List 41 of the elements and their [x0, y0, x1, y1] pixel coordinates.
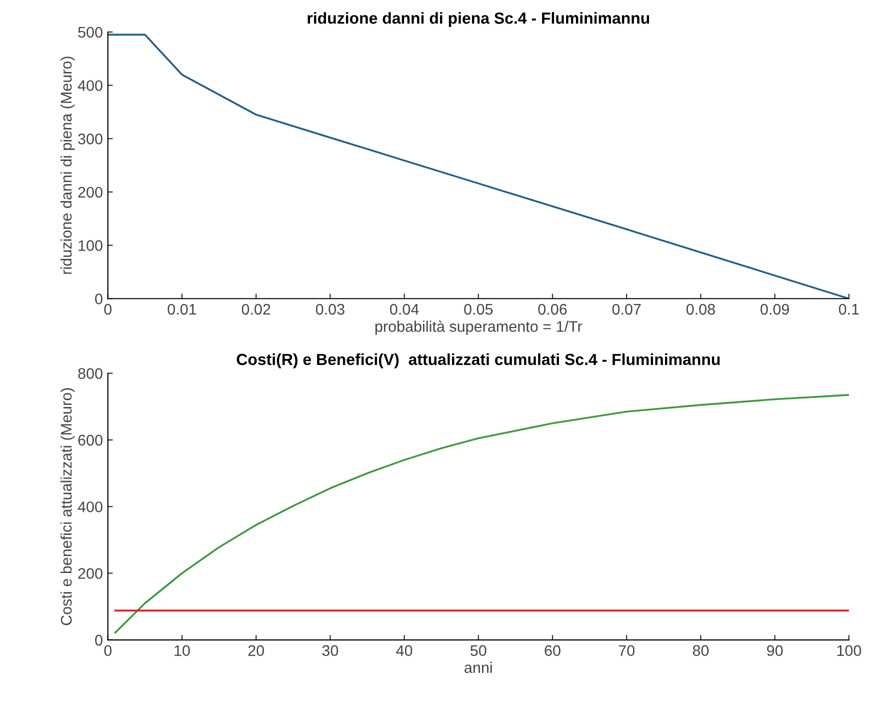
- x-tick-label: 0.07: [612, 304, 641, 315]
- x-tick-label: 0: [104, 645, 112, 656]
- x-tick-label: 0.01: [168, 304, 196, 315]
- y-tick-label: 400: [78, 80, 102, 92]
- x-tick-label: 100: [837, 645, 862, 656]
- x-tick-label: 0.03: [316, 304, 344, 315]
- x-tick-label: 0.05: [464, 304, 493, 315]
- x-axis-title: anni: [464, 662, 492, 674]
- y-axis-title: Costi e benefici attualizzati (Meuro): [60, 388, 75, 626]
- x-tick-label: 40: [396, 645, 412, 656]
- x-tick-label: 0.04: [390, 304, 419, 315]
- x-tick-label: 0.09: [760, 304, 789, 315]
- x-tick-label: 10: [174, 645, 190, 656]
- y-tick-label: 500: [78, 26, 102, 38]
- x-tick-label: 50: [470, 645, 486, 656]
- line-series: [114, 394, 849, 634]
- x-tick-label: 80: [692, 645, 709, 656]
- chart-title: Costi(R) e Benefici(V) attualizzati cumulati Sc.4 - Fluminimannu: [236, 353, 720, 368]
- x-tick-label: 30: [322, 645, 338, 656]
- x-tick-label: 70: [618, 645, 635, 656]
- y-tick-label: 600: [78, 434, 102, 446]
- x-tick-label: 0.08: [686, 304, 715, 315]
- x-tick-label: 90: [767, 645, 783, 656]
- y-tick-label: 100: [78, 240, 102, 251]
- y-tick-label: 0: [95, 293, 102, 304]
- x-tick-label: 0.1: [838, 304, 859, 315]
- y-tick-label: 300: [78, 134, 102, 144]
- x-axis-title: probabilità superamento = 1/Tr: [375, 320, 582, 335]
- y-axis-title: riduzione danni di piena (Meuro): [60, 56, 75, 274]
- y-tick-label: 0: [95, 634, 102, 646]
- y-tick-label: 200: [78, 186, 102, 198]
- x-tick-label: 0.02: [242, 304, 270, 315]
- line-series: [108, 34, 849, 299]
- x-tick-label: 0.06: [538, 304, 567, 315]
- y-tick-label: 400: [78, 501, 102, 512]
- y-tick-label: 200: [78, 568, 102, 579]
- chart-title: riduzione danni di piena Sc.4 - Fluminimannu: [308, 12, 650, 27]
- x-tick-label: 0: [104, 304, 112, 315]
- x-tick-label: 20: [248, 645, 264, 656]
- y-tick-label: 800: [78, 368, 102, 379]
- x-tick-label: 60: [544, 645, 560, 656]
